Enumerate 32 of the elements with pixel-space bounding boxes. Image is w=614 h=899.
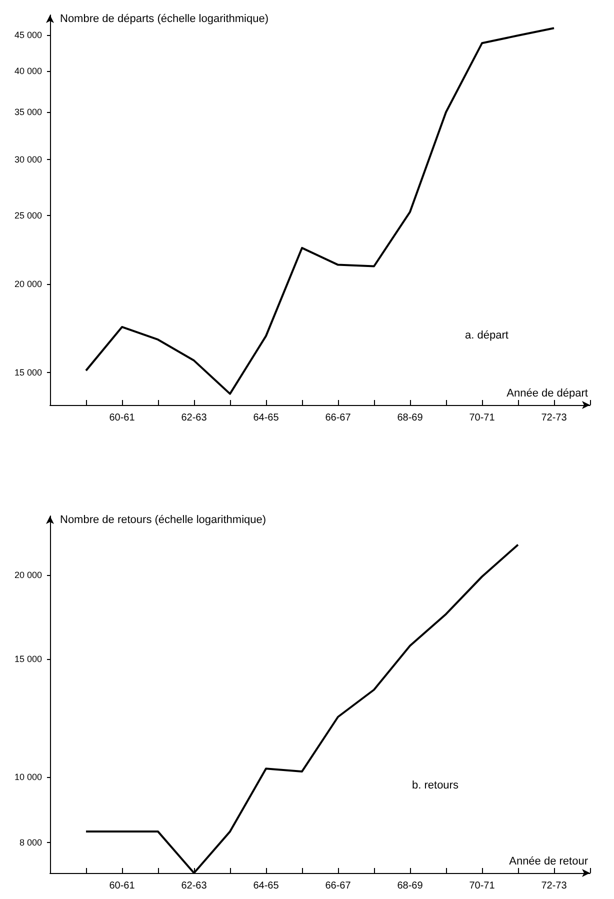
x-tick-label: 72-73 <box>541 412 568 424</box>
y-tick-label: 10 000 <box>14 772 42 782</box>
y-axis-title: Nombre de départs (échelle logarithmique) <box>60 13 268 25</box>
x-tick-label: 66-67 <box>325 880 352 892</box>
y-tick-label: 15 000 <box>14 368 42 378</box>
x-tick-label: 62-63 <box>181 412 208 424</box>
y-tick-label: 40 000 <box>14 66 42 76</box>
x-axis-title: Année de départ <box>506 388 588 400</box>
x-tick-label: 66-67 <box>325 412 352 424</box>
x-tick-label: 68-69 <box>397 412 424 424</box>
x-tick-label: 62-63 <box>181 880 208 892</box>
annotation: b. retours <box>412 780 459 792</box>
x-axis-title: Année de retour <box>509 856 588 868</box>
y-tick-label: 25 000 <box>14 210 42 221</box>
line-series <box>85 27 555 395</box>
x-tick-label: 60-61 <box>109 880 136 892</box>
y-tick-label: 15 000 <box>14 654 42 664</box>
y-tick-label: 20 000 <box>14 279 42 290</box>
y-tick-label: 8 000 <box>19 837 42 848</box>
x-tick-label: 60-61 <box>109 412 136 424</box>
annotation: a. départ <box>465 330 508 342</box>
y-tick-label: 45 000 <box>14 30 42 40</box>
y-tick-label: 35 000 <box>14 107 42 118</box>
x-tick-label: 64-65 <box>253 412 280 424</box>
y-tick-label: 30 000 <box>14 154 42 164</box>
x-tick-label: 68-69 <box>397 880 424 892</box>
x-tick-label: 64-65 <box>253 880 280 892</box>
x-tick-label: 72-73 <box>541 880 568 892</box>
y-axis-title: Nombre de retours (échelle logarithmique) <box>60 514 266 526</box>
x-tick-label: 70-71 <box>469 412 496 424</box>
y-tick-label: 20 000 <box>14 570 42 580</box>
x-tick-label: 70-71 <box>469 880 496 892</box>
